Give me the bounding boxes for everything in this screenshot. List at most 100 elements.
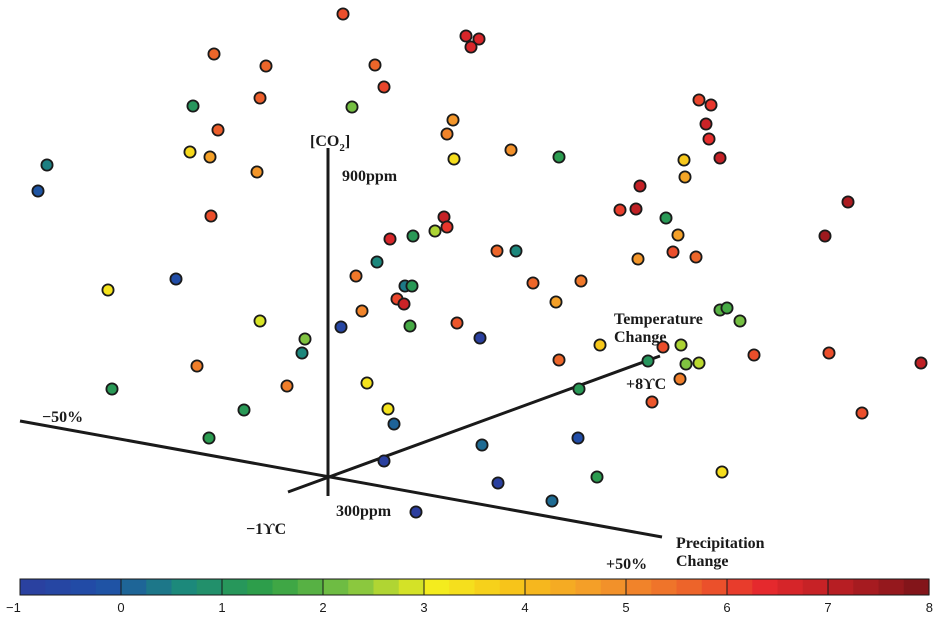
colorbar: −1 0 1 2 3 4 5 6 7 8: [6, 578, 933, 615]
scatter-point: [678, 170, 692, 184]
scatter-point: [552, 150, 566, 164]
colorbar-cell: [323, 579, 349, 595]
scatter-point: [472, 32, 486, 46]
scatter-point: [406, 229, 420, 243]
colorbar-cell: [171, 579, 198, 595]
scatter-point: [914, 356, 928, 370]
scatter-point: [31, 184, 45, 198]
scatter-point: [405, 279, 419, 293]
scatter-point: [491, 476, 505, 490]
scatter-point: [387, 417, 401, 431]
scatter-point: [298, 332, 312, 346]
scatter-point: [713, 151, 727, 165]
scatter-point: [397, 297, 411, 311]
scatter-point: [613, 203, 627, 217]
co2-max-label: 900ppm: [342, 168, 398, 185]
scatter-point: [259, 59, 273, 73]
scatter-point: [447, 152, 461, 166]
scatter-point: [368, 58, 382, 72]
colorbar-tick-label: 0: [117, 600, 124, 615]
colorbar-cell: [878, 579, 905, 595]
scatter-point: [631, 252, 645, 266]
scatter-point: [659, 211, 673, 225]
scatter-point: [715, 465, 729, 479]
precipitation-max-label: +50%: [606, 556, 647, 573]
scatter-point: [855, 406, 869, 420]
scatter-point: [409, 505, 423, 519]
scatter-point: [673, 372, 687, 386]
scatter-point: [704, 98, 718, 112]
scatter-point: [552, 353, 566, 367]
colorbar-tick-label: 2: [319, 600, 326, 615]
scatter-point: [355, 304, 369, 318]
colorbar-cell: [247, 579, 274, 595]
colorbar-ticks: −1 0 1 2 3 4 5 6 7 8: [6, 579, 933, 615]
colorbar-cell: [676, 579, 703, 595]
colorbar-cell: [222, 579, 248, 595]
scatter-point: [841, 195, 855, 209]
scatter-point: [504, 143, 518, 157]
scatter-point: [336, 7, 350, 21]
colorbar-cell: [802, 579, 829, 595]
colorbar-cell: [903, 579, 930, 595]
temperature-axis-title-line1: Temperature: [614, 311, 703, 328]
scatter-point: [822, 346, 836, 360]
colorbar-cell: [474, 579, 501, 595]
scatter-point: [334, 320, 348, 334]
precipitation-axis-title-line1: Precipitation: [676, 535, 765, 552]
scatter-point: [545, 494, 559, 508]
temperature-max-label: +8ϒC: [626, 376, 666, 393]
scatter-point: [818, 229, 832, 243]
scatter-point: [692, 93, 706, 107]
scatter-point: [169, 272, 183, 286]
colorbar-cell: [525, 579, 551, 595]
scatter-point: [692, 356, 706, 370]
colorbar-cells: [20, 579, 930, 595]
scatter-point: [360, 376, 374, 390]
scatter-point: [677, 153, 691, 167]
colorbar-tick-label: 6: [723, 600, 730, 615]
colorbar-cell: [651, 579, 678, 595]
scatter-point: [253, 314, 267, 328]
colorbar-cell: [626, 579, 652, 595]
scatter-point: [464, 40, 478, 54]
scatter-point: [280, 379, 294, 393]
colorbar-tick-label: −1: [6, 600, 21, 615]
scatter-point: [377, 80, 391, 94]
scatter-point: [403, 319, 417, 333]
colorbar-cell: [20, 579, 46, 595]
colorbar-cell: [95, 579, 122, 595]
colorbar-cell: [45, 579, 72, 595]
scatter-point: [590, 470, 604, 484]
scatter-point: [490, 244, 504, 258]
temperature-min-label: −1ϒC: [246, 521, 286, 538]
colorbar-tick-label: 3: [420, 600, 427, 615]
scatter-point: [633, 179, 647, 193]
scatter-point: [295, 346, 309, 360]
colorbar-cell: [70, 579, 97, 595]
co2-axis-title: [CO2]: [310, 133, 350, 154]
axis-labels: [CO2] 900ppm 300ppm Temperature Change +…: [42, 133, 765, 573]
scatter-point: [203, 150, 217, 164]
colorbar-cell: [727, 579, 753, 595]
scatter-point: [593, 338, 607, 352]
scatter-point: [381, 402, 395, 416]
scatter-point: [574, 274, 588, 288]
scatter-point: [679, 357, 693, 371]
scatter-point: [671, 228, 685, 242]
colorbar-cell: [272, 579, 299, 595]
scatter-point: [370, 255, 384, 269]
scatter-point: [446, 113, 460, 127]
axes: [19, 148, 663, 539]
colorbar-cell: [752, 579, 779, 595]
scatter-point: [699, 117, 713, 131]
scatter-point: [747, 348, 761, 362]
colorbar-cell: [424, 579, 450, 595]
colorbar-cell: [777, 579, 804, 595]
scatter-point: [383, 232, 397, 246]
scatter-point: [211, 123, 225, 137]
colorbar-cell: [348, 579, 375, 595]
colorbar-cell: [828, 579, 854, 595]
colorbar-tick-label: 8: [926, 600, 933, 615]
